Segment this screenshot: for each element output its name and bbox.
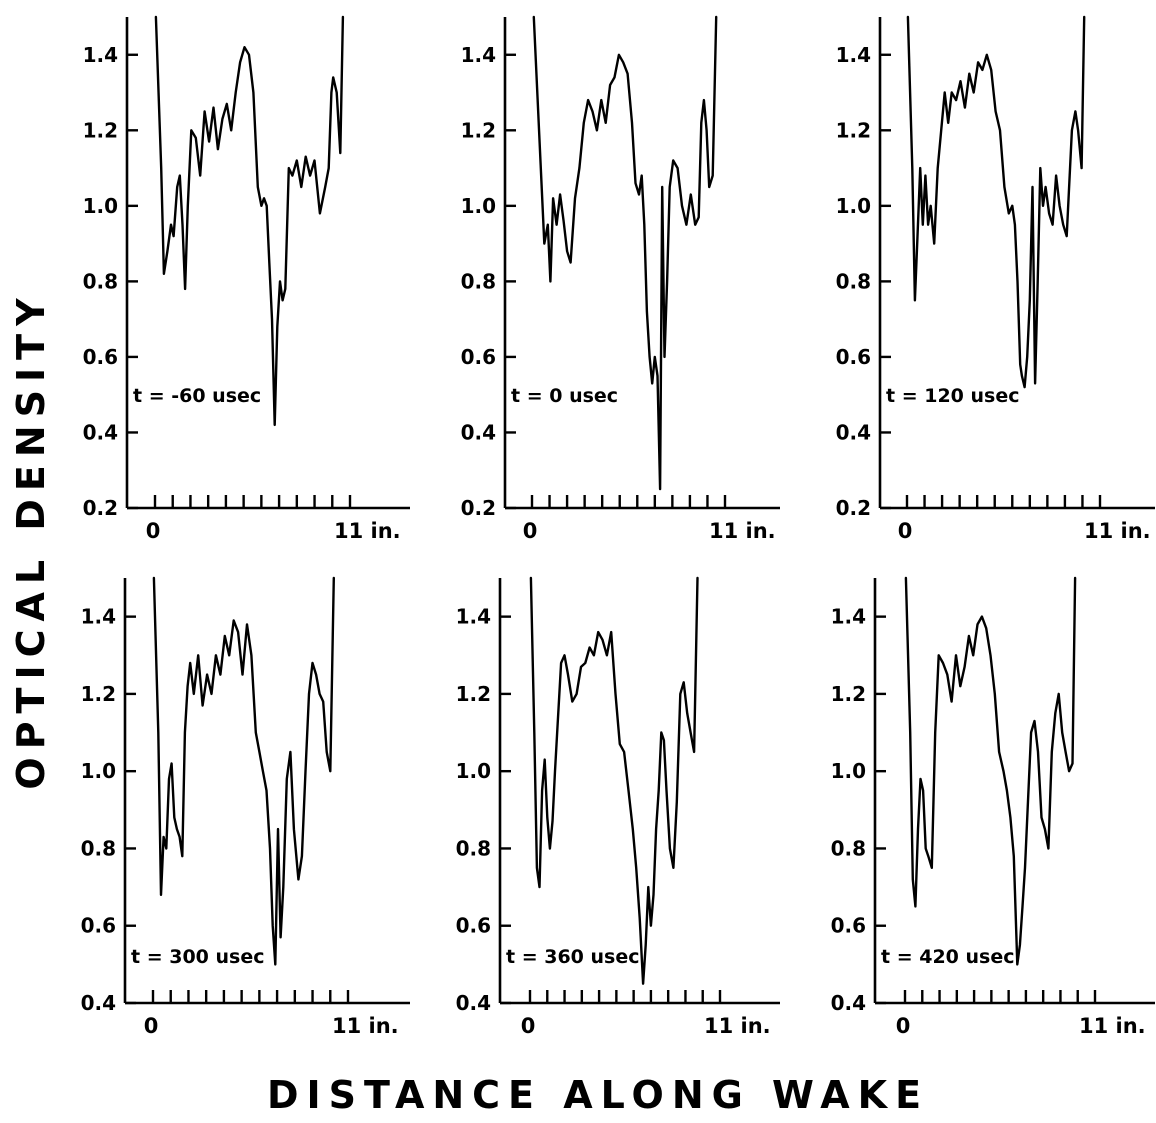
y-tick-label: 1.4 — [461, 43, 496, 67]
y-tick-label: 0.6 — [83, 345, 118, 369]
y-tick-label: 1.4 — [836, 43, 871, 67]
y-tick-label: 0.4 — [461, 420, 496, 444]
time-annotation: t = 360 usec — [506, 946, 640, 968]
series-line — [908, 17, 1084, 387]
y-tick-label: 1.2 — [83, 118, 118, 142]
chart-panels: 0.2 0.4 0.6 0.8 1.0 1.2 1.4 0 11 in. t = -60 usec… — [81, 17, 1155, 1038]
y-tick-label: 1.0 — [836, 194, 871, 218]
y-tick-label: 1.4 — [456, 605, 491, 629]
y-tick-label: 1.0 — [81, 759, 116, 783]
x-tick-label: 0 — [896, 1014, 911, 1038]
y-axis-title: OPTICAL DENSITY — [9, 290, 53, 789]
y-tick-label: 0.8 — [836, 269, 871, 293]
y-tick-label: 0.6 — [831, 914, 866, 938]
y-tick-label: 0.8 — [456, 836, 491, 860]
chart-panel-2: 0.2 0.4 0.6 0.8 1.0 1.2 1.4 0 11 in. t = 0 usec — [461, 17, 780, 543]
y-tick-label: 0.4 — [836, 420, 871, 444]
x-tick-label: 0 — [146, 519, 161, 543]
series-line — [906, 578, 1075, 964]
y-tick-label: 0.8 — [461, 269, 496, 293]
y-tick-label: 0.2 — [461, 496, 496, 520]
y-tick-label: 1.2 — [836, 118, 871, 142]
x-tick-label: 11 in. — [332, 1014, 399, 1038]
y-tick-label: 0.6 — [461, 345, 496, 369]
time-annotation: t = 420 usec — [881, 946, 1015, 968]
chart-panel-4: 0.4 0.6 0.8 1.0 1.2 1.4 0 11 in. t = 300 usec — [81, 578, 410, 1038]
time-annotation: t = 120 usec — [886, 385, 1020, 407]
y-tick-label: 0.6 — [81, 914, 116, 938]
y-tick-label: 1.2 — [81, 682, 116, 706]
y-tick-label: 1.2 — [831, 682, 866, 706]
series-line — [154, 578, 334, 964]
y-tick-label: 1.4 — [81, 605, 116, 629]
y-tick-label: 1.4 — [831, 605, 866, 629]
y-tick-label: 0.4 — [456, 991, 491, 1015]
y-tick-label: 0.6 — [836, 345, 871, 369]
x-tick-label: 11 in. — [334, 519, 401, 543]
y-tick-label: 1.0 — [456, 759, 491, 783]
y-tick-label: 1.2 — [461, 118, 496, 142]
y-tick-label: 0.4 — [831, 991, 866, 1015]
x-axis-title: DISTANCE ALONG WAKE — [267, 1073, 929, 1117]
y-tick-label: 0.2 — [83, 496, 118, 520]
y-tick-label: 0.8 — [83, 269, 118, 293]
time-annotation: t = -60 usec — [133, 385, 261, 407]
y-tick-label: 0.4 — [83, 420, 118, 444]
y-tick-label: 1.0 — [831, 759, 866, 783]
time-annotation: t = 0 usec — [511, 385, 618, 407]
time-annotation: t = 300 usec — [131, 946, 265, 968]
y-tick-label: 1.2 — [456, 682, 491, 706]
y-tick-label: 0.4 — [81, 991, 116, 1015]
y-tick-label: 0.2 — [836, 496, 871, 520]
x-tick-label: 0 — [898, 519, 913, 543]
x-tick-label: 11 in. — [1079, 1014, 1146, 1038]
series-line — [534, 17, 716, 489]
x-tick-label: 0 — [523, 519, 538, 543]
x-tick-label: 0 — [521, 1014, 536, 1038]
y-tick-label: 0.8 — [81, 836, 116, 860]
y-tick-label: 0.6 — [456, 914, 491, 938]
y-tick-label: 1.4 — [83, 43, 118, 67]
x-tick-label: 11 in. — [709, 519, 776, 543]
y-tick-label: 1.0 — [83, 194, 118, 218]
y-tick-label: 0.8 — [831, 836, 866, 860]
chart-panel-3: 0.2 0.4 0.6 0.8 1.0 1.2 1.4 0 11 in. t = 120 usec — [836, 17, 1155, 543]
series-line — [156, 17, 343, 425]
chart-panel-6: 0.4 0.6 0.8 1.0 1.2 1.4 0 11 in. t = 420 usec — [831, 578, 1155, 1038]
x-tick-label: 0 — [144, 1014, 159, 1038]
y-tick-label: 1.0 — [461, 194, 496, 218]
x-tick-label: 11 in. — [704, 1014, 771, 1038]
chart-panel-5: 0.4 0.6 0.8 1.0 1.2 1.4 0 11 in. t = 360 usec — [456, 578, 780, 1038]
series-line — [531, 578, 698, 984]
chart-panel-1: 0.2 0.4 0.6 0.8 1.0 1.2 1.4 0 11 in. t = -60 usec — [83, 17, 410, 543]
x-tick-label: 11 in. — [1084, 519, 1151, 543]
